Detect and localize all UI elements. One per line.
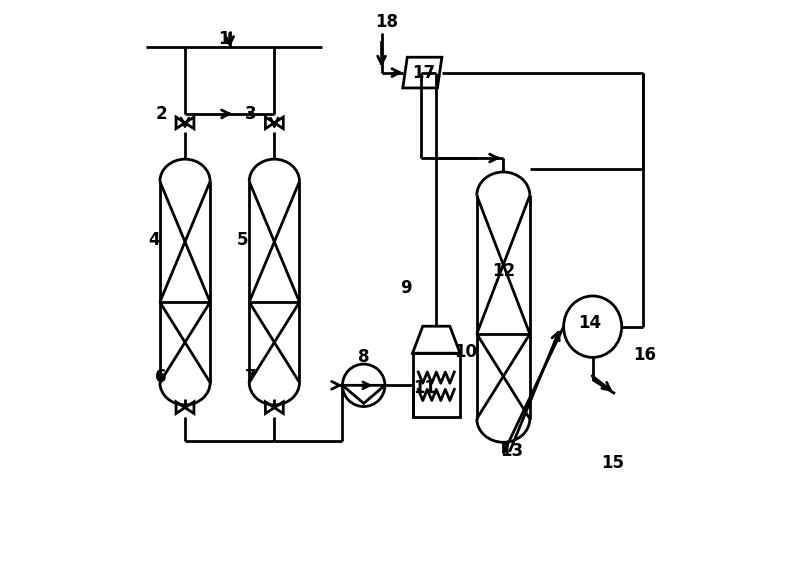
Text: 6: 6 bbox=[155, 368, 166, 386]
Text: 5: 5 bbox=[237, 231, 248, 249]
Text: 18: 18 bbox=[375, 14, 398, 32]
Text: 9: 9 bbox=[400, 279, 411, 297]
Text: 3: 3 bbox=[245, 105, 257, 124]
Text: 10: 10 bbox=[454, 343, 478, 361]
Text: 16: 16 bbox=[633, 346, 656, 364]
Bar bbox=[413, 353, 460, 417]
Text: 13: 13 bbox=[500, 442, 523, 460]
Text: 2: 2 bbox=[155, 105, 166, 124]
Text: 8: 8 bbox=[358, 349, 370, 367]
Text: 12: 12 bbox=[492, 262, 515, 280]
Text: 7: 7 bbox=[245, 368, 257, 386]
Text: 11: 11 bbox=[414, 379, 437, 397]
Text: 1: 1 bbox=[218, 30, 230, 48]
Text: 4: 4 bbox=[149, 231, 160, 249]
Text: 17: 17 bbox=[412, 64, 435, 82]
Text: 14: 14 bbox=[578, 314, 602, 332]
Text: 15: 15 bbox=[601, 455, 624, 473]
